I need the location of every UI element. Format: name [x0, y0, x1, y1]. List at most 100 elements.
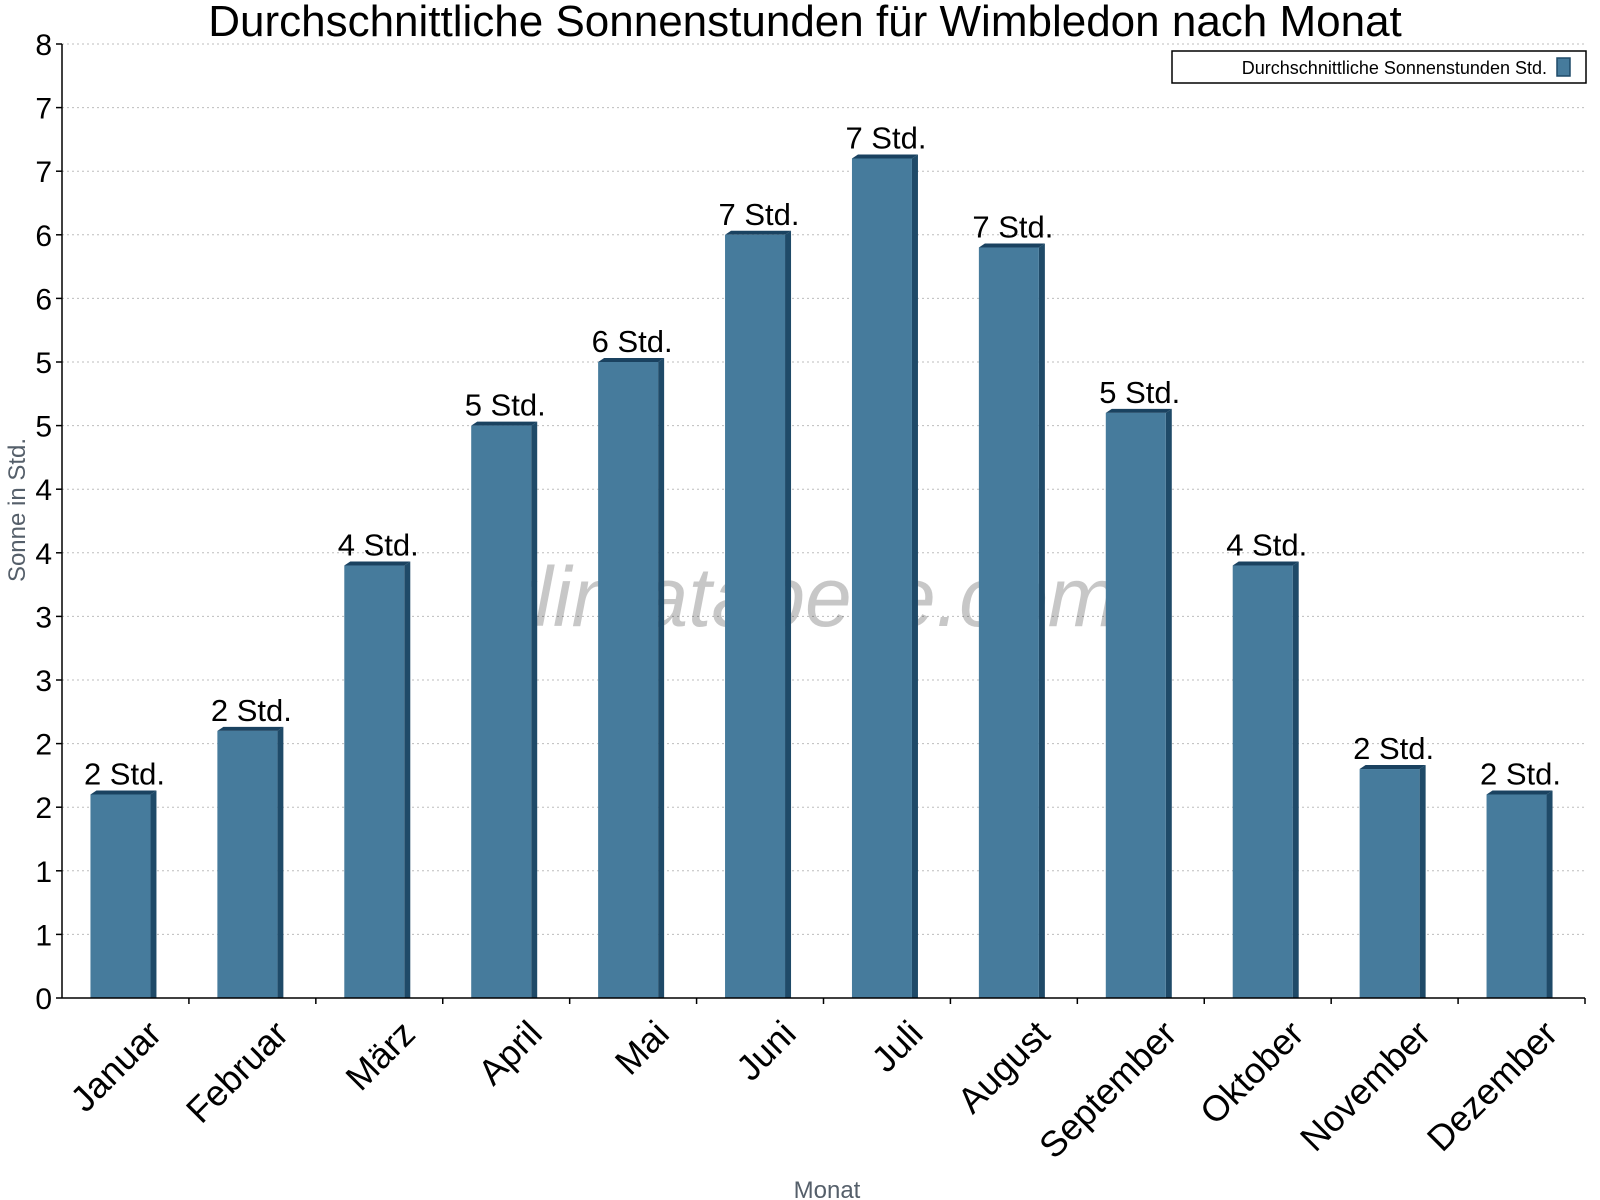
y-tick-label: 6 [35, 283, 52, 316]
x-tick-label: Juni [728, 1013, 804, 1089]
x-tick-label: März [337, 1013, 423, 1099]
bar [1486, 794, 1547, 998]
bar [1105, 412, 1166, 998]
x-tick-label: Juli [863, 1013, 930, 1080]
bar-side [277, 726, 284, 998]
bar-side [1546, 790, 1553, 998]
y-tick-label: 6 [35, 220, 52, 253]
bar-side [658, 358, 665, 998]
y-axis-title: Sonne in Std. [4, 438, 31, 582]
bar-side [1165, 408, 1172, 998]
x-tick-label: Januar [62, 1013, 169, 1120]
bar [1232, 565, 1293, 998]
bar-top [471, 421, 538, 426]
bar-group: 5 Std. [1099, 375, 1180, 998]
bar-top [1232, 561, 1299, 566]
bar-side [1038, 243, 1045, 998]
y-tick-label: 3 [35, 665, 52, 698]
x-axis-ticks: Januar Februar März April Mai Juni Juli AugustS… [62, 998, 1586, 1167]
data-label: 4 Std. [1226, 528, 1307, 563]
bar-top [725, 230, 792, 235]
data-label: 6 Std. [592, 324, 673, 359]
x-tick-label: November [1292, 1013, 1438, 1159]
bar [344, 565, 405, 998]
bar-side [404, 561, 411, 998]
data-label: 7 Std. [972, 210, 1053, 245]
y-tick-label: 5 [35, 411, 52, 444]
y-tick-label: 4 [35, 474, 52, 507]
bar-group: 5 Std. [465, 388, 546, 999]
x-tick-label: April [470, 1013, 550, 1093]
bar-side [150, 790, 157, 998]
x-tick-label: September [1031, 1013, 1185, 1167]
bar [725, 234, 786, 999]
bar-group: 7 Std. [972, 210, 1053, 998]
y-tick-label: 7 [35, 93, 52, 126]
bar-group: 2 Std. [211, 693, 292, 998]
bar-group: 7 Std. [719, 197, 800, 999]
bar-group: 2 Std. [84, 756, 165, 998]
y-tick-label: 2 [35, 792, 52, 825]
data-label: 2 Std. [1480, 756, 1561, 791]
legend-box [1171, 50, 1587, 84]
y-tick-label: 8 [35, 29, 52, 62]
bar-top [978, 243, 1045, 248]
bar-top [217, 726, 284, 731]
data-label: 2 Std. [84, 756, 165, 791]
bar [90, 794, 151, 998]
data-label: 7 Std. [719, 197, 800, 232]
bar [851, 158, 912, 999]
y-tick-label: 7 [35, 156, 52, 189]
bar-group: 4 Std. [1226, 528, 1307, 998]
bar-top [90, 790, 157, 795]
legend-swatch [1556, 57, 1571, 77]
y-tick-label: 1 [35, 856, 52, 889]
bar-group: 4 Std. [338, 528, 419, 998]
y-tick-label: 3 [35, 601, 52, 634]
y-tick-label: 5 [35, 347, 52, 380]
bars: 2 Std. 2 Std. 4 Std. 5 Std. 6 Std. 7 Std. 7 St… [84, 120, 1561, 999]
data-label: 2 Std. [211, 693, 292, 728]
x-tick-label: August [949, 1013, 1057, 1121]
bar-group: 7 Std. [845, 120, 926, 999]
bar-group: 6 Std. [592, 324, 673, 998]
bar-top [1359, 765, 1426, 770]
bar-side [531, 421, 538, 999]
bar [1359, 769, 1420, 998]
bar [598, 362, 659, 998]
bar-side [1419, 765, 1426, 998]
data-label: 5 Std. [1099, 375, 1180, 410]
bar-side [1292, 561, 1299, 998]
bar-top [851, 154, 918, 159]
bar-group: 2 Std. [1480, 756, 1561, 998]
legend: Durchschnittliche Sonnenstunden Std. [1171, 50, 1587, 84]
bar [217, 730, 278, 998]
y-tick-label: 1 [35, 919, 52, 952]
data-label: 2 Std. [1353, 731, 1434, 766]
x-axis-title: Monat [794, 1177, 861, 1200]
gridlines [62, 43, 1585, 935]
bar-side [785, 230, 792, 999]
y-tick-label: 4 [35, 538, 52, 571]
data-label: 5 Std. [465, 388, 546, 423]
bar-top [344, 561, 411, 566]
bar [471, 425, 532, 999]
bar-top [1486, 790, 1553, 795]
x-tick-label: Februar [178, 1013, 296, 1131]
y-axis-ticks: 0 1 1 2 2 3 3 4 4 5 5 6 6 7 7 8 [35, 29, 62, 1016]
x-tick-label: Mai [607, 1013, 677, 1083]
y-tick-label: 0 [35, 983, 52, 1016]
axes [61, 44, 1585, 999]
bar-top [598, 358, 665, 362]
data-label: 7 Std. [845, 120, 926, 155]
chart-title: Durchschnittliche Sonnenstunden für Wimb… [208, 0, 1402, 46]
x-tick-label: Oktober [1192, 1013, 1312, 1133]
x-tick-label: Dezember [1419, 1013, 1565, 1159]
data-label: 4 Std. [338, 528, 419, 563]
bar-top [1105, 408, 1172, 413]
bar-group: 2 Std. [1353, 731, 1434, 998]
bar [978, 247, 1039, 998]
y-tick-label: 2 [35, 729, 52, 762]
